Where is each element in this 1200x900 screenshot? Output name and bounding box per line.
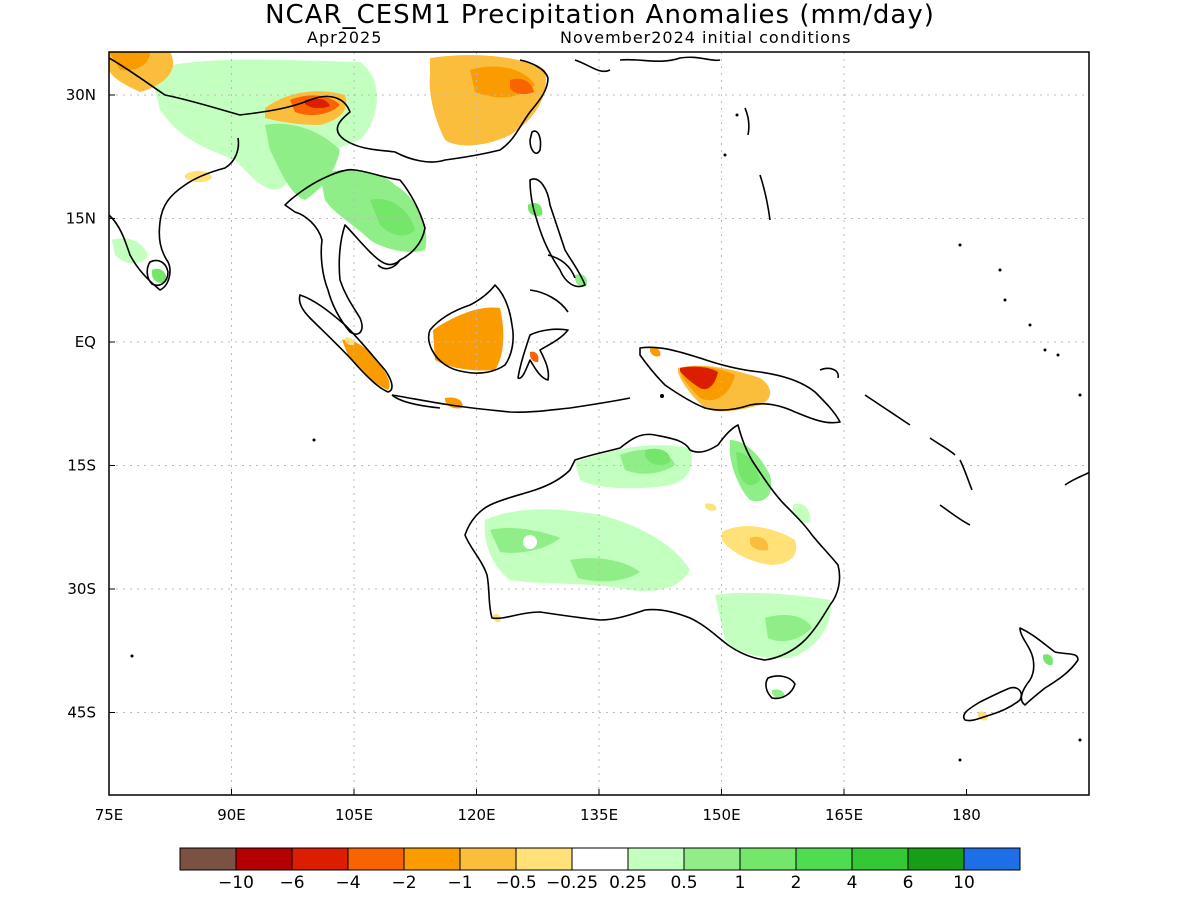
colorbar-label: 1 <box>735 873 746 893</box>
colorbar-swatch <box>347 847 405 871</box>
colorbar-swatch <box>179 847 237 871</box>
lon-tick-label: 150E <box>702 806 740 824</box>
colorbar-label: −0.5 <box>495 873 536 893</box>
gridlines <box>109 52 1089 795</box>
interior-australia-wet-region <box>484 509 690 591</box>
forecast-month: Apr2025 <box>307 28 383 47</box>
plot-area <box>109 52 1089 795</box>
lat-tick-label: 45S <box>67 704 96 722</box>
colorbar-label: 6 <box>903 873 914 893</box>
sumatra-dry-region <box>342 339 390 390</box>
colorbar-label: −2 <box>391 873 416 893</box>
colorbar-swatch <box>403 847 461 871</box>
small-islands <box>130 113 1082 762</box>
colorbar-swatch <box>235 847 293 871</box>
colorbar-label: −1 <box>447 873 472 893</box>
lon-tick-label: 135E <box>580 806 618 824</box>
colorbar-label: 2 <box>791 873 802 893</box>
colorbar-swatch <box>851 847 909 871</box>
lat-tick-label: 30S <box>67 580 96 598</box>
colorbar: −10 −6 −4 −2 −1 −0.5 −0.25 0.25 0.5 1 2 4 6 10 <box>179 847 1021 893</box>
colorbar-label: 10 <box>953 873 975 893</box>
colorbar-swatch <box>515 847 573 871</box>
lon-tick-label: 165E <box>825 806 863 824</box>
colorbar-swatch <box>459 847 517 871</box>
lat-tick-label: 30N <box>66 86 96 104</box>
longitude-tick-labels: 75E 90E 105E 120E 135E 150E 165E 180 <box>95 789 981 824</box>
coastlines <box>109 56 1089 722</box>
colorbar-label: −10 <box>218 873 254 893</box>
colorbar-label: 0.5 <box>670 873 697 893</box>
colorbar-swatch <box>291 847 349 871</box>
colorbar-label: 0.25 <box>609 873 647 893</box>
initial-conditions: November2024 initial conditions <box>560 28 852 47</box>
indochina-wet-region <box>320 169 427 252</box>
lat-tick-label: EQ <box>75 333 96 351</box>
lon-tick-label: 180 <box>952 806 981 824</box>
colorbar-swatch <box>963 847 1021 871</box>
colorbar-swatch <box>571 847 629 871</box>
lon-tick-label: 105E <box>335 806 373 824</box>
lon-tick-label: 90E <box>217 806 246 824</box>
colorbar-label: 4 <box>847 873 858 893</box>
lat-tick-label: 15N <box>66 210 96 228</box>
colorbar-swatch <box>907 847 965 871</box>
latitude-tick-labels: 30N 15N EQ 15S 30S 45S <box>66 86 115 722</box>
lon-tick-label: 75E <box>95 806 124 824</box>
colorbar-label: −4 <box>335 873 360 893</box>
colorbar-label: −0.25 <box>546 873 598 893</box>
lon-tick-label: 120E <box>457 806 495 824</box>
anomaly-shading <box>109 52 1053 721</box>
borneo-dry-region <box>433 307 504 371</box>
colorbar-swatch <box>683 847 741 871</box>
lat-tick-label: 15S <box>67 457 96 475</box>
colorbar-swatch <box>739 847 797 871</box>
colorbar-label: −6 <box>279 873 304 893</box>
colorbar-swatch <box>795 847 853 871</box>
colorbar-swatch <box>627 847 685 871</box>
chart-title: NCAR_CESM1 Precipitation Anomalies (mm/d… <box>265 0 935 30</box>
